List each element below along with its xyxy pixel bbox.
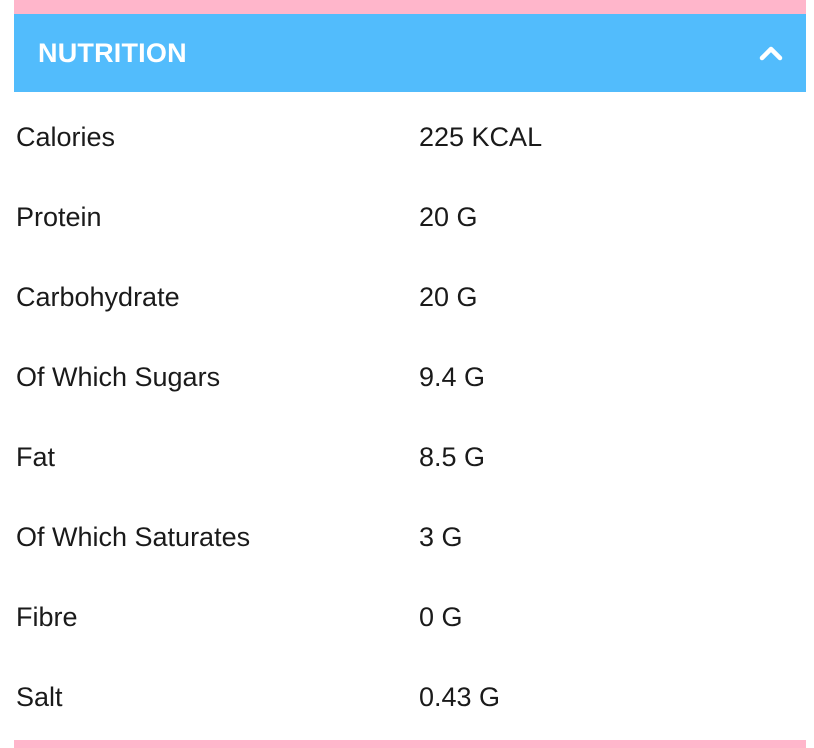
nutrition-accordion-header[interactable]: NUTRITION <box>14 14 806 92</box>
nutrient-label: Of Which Sugars <box>16 362 221 392</box>
nutrient-value: 20 G <box>419 282 478 312</box>
nutrition-table: Calories 225 KCAL Protein 20 G Carbohydr… <box>16 97 806 737</box>
nutrition-row: Of Which Sugars 9.4 G <box>16 337 806 417</box>
accent-strip-top <box>14 0 806 14</box>
nutrient-value: 225 KCAL <box>419 122 543 152</box>
nutrient-value: 0.43 G <box>419 682 501 712</box>
nutrient-label: Salt <box>16 682 63 712</box>
nutrient-label: Carbohydrate <box>16 282 180 312</box>
nutrient-label: Protein <box>16 202 102 232</box>
nutrient-value: 3 G <box>419 522 463 552</box>
nutrient-value: 0 G <box>419 602 463 632</box>
nutrition-row: Fat 8.5 G <box>16 417 806 497</box>
nutrition-row: Of Which Saturates 3 G <box>16 497 806 577</box>
nutrition-row: Calories 225 KCAL <box>16 97 806 177</box>
nutrition-row: Protein 20 G <box>16 177 806 257</box>
nutrition-row: Fibre 0 G <box>16 577 806 657</box>
accent-strip-bottom <box>14 740 806 748</box>
nutrient-value: 9.4 G <box>419 362 486 392</box>
chevron-up-icon[interactable] <box>758 40 784 66</box>
accordion-title: NUTRITION <box>38 38 187 68</box>
nutrient-value: 20 G <box>419 202 478 232</box>
nutrient-value: 8.5 G <box>419 442 486 472</box>
nutrient-label: Of Which Saturates <box>16 522 251 552</box>
nutrient-label: Fat <box>16 442 56 472</box>
nutrition-row: Carbohydrate 20 G <box>16 257 806 337</box>
nutrient-label: Calories <box>16 122 116 152</box>
nutrition-row: Salt 0.43 G <box>16 657 806 737</box>
nutrient-label: Fibre <box>16 602 78 632</box>
